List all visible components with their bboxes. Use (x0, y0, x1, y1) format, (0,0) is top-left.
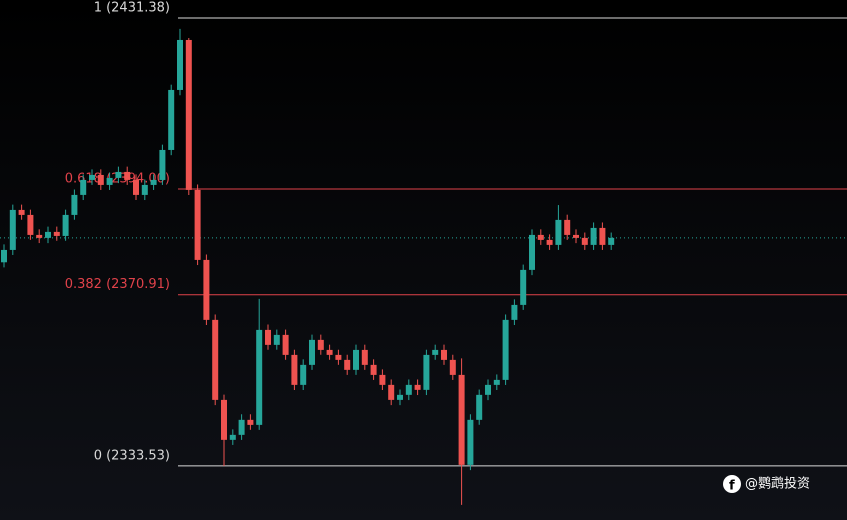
candle-body (353, 349, 359, 370)
candle-body (80, 179, 87, 195)
candle-body (441, 349, 447, 360)
candle-body (27, 214, 34, 235)
candle-body (133, 179, 139, 195)
candle-body (564, 219, 571, 235)
candle-body (141, 184, 148, 195)
candle-body (546, 239, 553, 245)
candle-body (229, 434, 236, 440)
candle-body (405, 384, 412, 395)
candle-body (573, 234, 579, 238)
candle-body (388, 384, 395, 400)
candle-body (89, 174, 95, 180)
candle-body (502, 319, 509, 380)
logo-letter: f (729, 479, 735, 494)
candle-body (599, 227, 606, 245)
candle-body (106, 177, 113, 185)
candle-body (467, 419, 474, 465)
candle-body (238, 419, 245, 435)
candle-body (221, 399, 227, 440)
candle-body (449, 359, 456, 375)
candle-body (282, 334, 289, 355)
candle-body (150, 179, 157, 185)
candle-body (273, 334, 280, 345)
candle-body (71, 194, 78, 215)
candle-body (511, 304, 518, 320)
candle-body (124, 171, 131, 180)
logo-icon (723, 475, 741, 493)
candle-body (608, 237, 615, 245)
candle-body (168, 89, 175, 150)
candle-body (423, 354, 430, 390)
candle-body (45, 231, 51, 238)
candle-body (520, 269, 527, 305)
candle-body (555, 219, 562, 245)
candle-body (203, 259, 210, 320)
fib-label: 1 (2431.38) (94, 0, 170, 15)
watermark: f @鹦鹉投资 (723, 475, 810, 494)
candle-body (529, 234, 535, 270)
candle-body (256, 329, 263, 425)
candle-body (212, 319, 219, 400)
candle-body (36, 234, 43, 238)
candle-body (344, 359, 351, 370)
candle-body (485, 384, 491, 395)
candle-body (18, 209, 25, 215)
candle-body (53, 231, 60, 236)
candle-body (309, 339, 315, 365)
fib-label: 0.382 (2370.91) (65, 277, 170, 292)
candle-body (493, 379, 500, 385)
watermark-text: @鹦鹉投资 (745, 476, 810, 492)
candle-body (194, 189, 201, 260)
candle-body (185, 39, 192, 190)
candle-body (397, 394, 403, 400)
candle-body (265, 329, 271, 345)
fib-label: 0 (2333.53) (94, 448, 170, 463)
candle-body (335, 354, 342, 360)
candle-body (317, 339, 324, 350)
candle-body (590, 227, 597, 245)
candle-body (115, 171, 122, 178)
candle-body (432, 349, 439, 355)
candle-body (379, 374, 386, 385)
candle-body (291, 354, 298, 385)
candle-body (458, 374, 465, 465)
candle-body (247, 419, 254, 425)
candle-body (537, 234, 544, 240)
candle-body (361, 349, 368, 365)
candle-body (97, 174, 104, 185)
candle-body (159, 149, 166, 180)
candle-body (300, 364, 307, 385)
candle-body (9, 209, 16, 250)
candle-body (414, 384, 421, 390)
candle-body (1, 249, 7, 263)
candle-body (581, 237, 588, 245)
candle-body (370, 364, 377, 375)
candle-body (177, 39, 183, 90)
plot: 1 (2431.38)0.618 (2394.00)0.382 (2370.91… (0, 0, 847, 505)
candle-body (62, 214, 69, 236)
candle-body (326, 349, 333, 355)
candle-body (476, 394, 483, 420)
